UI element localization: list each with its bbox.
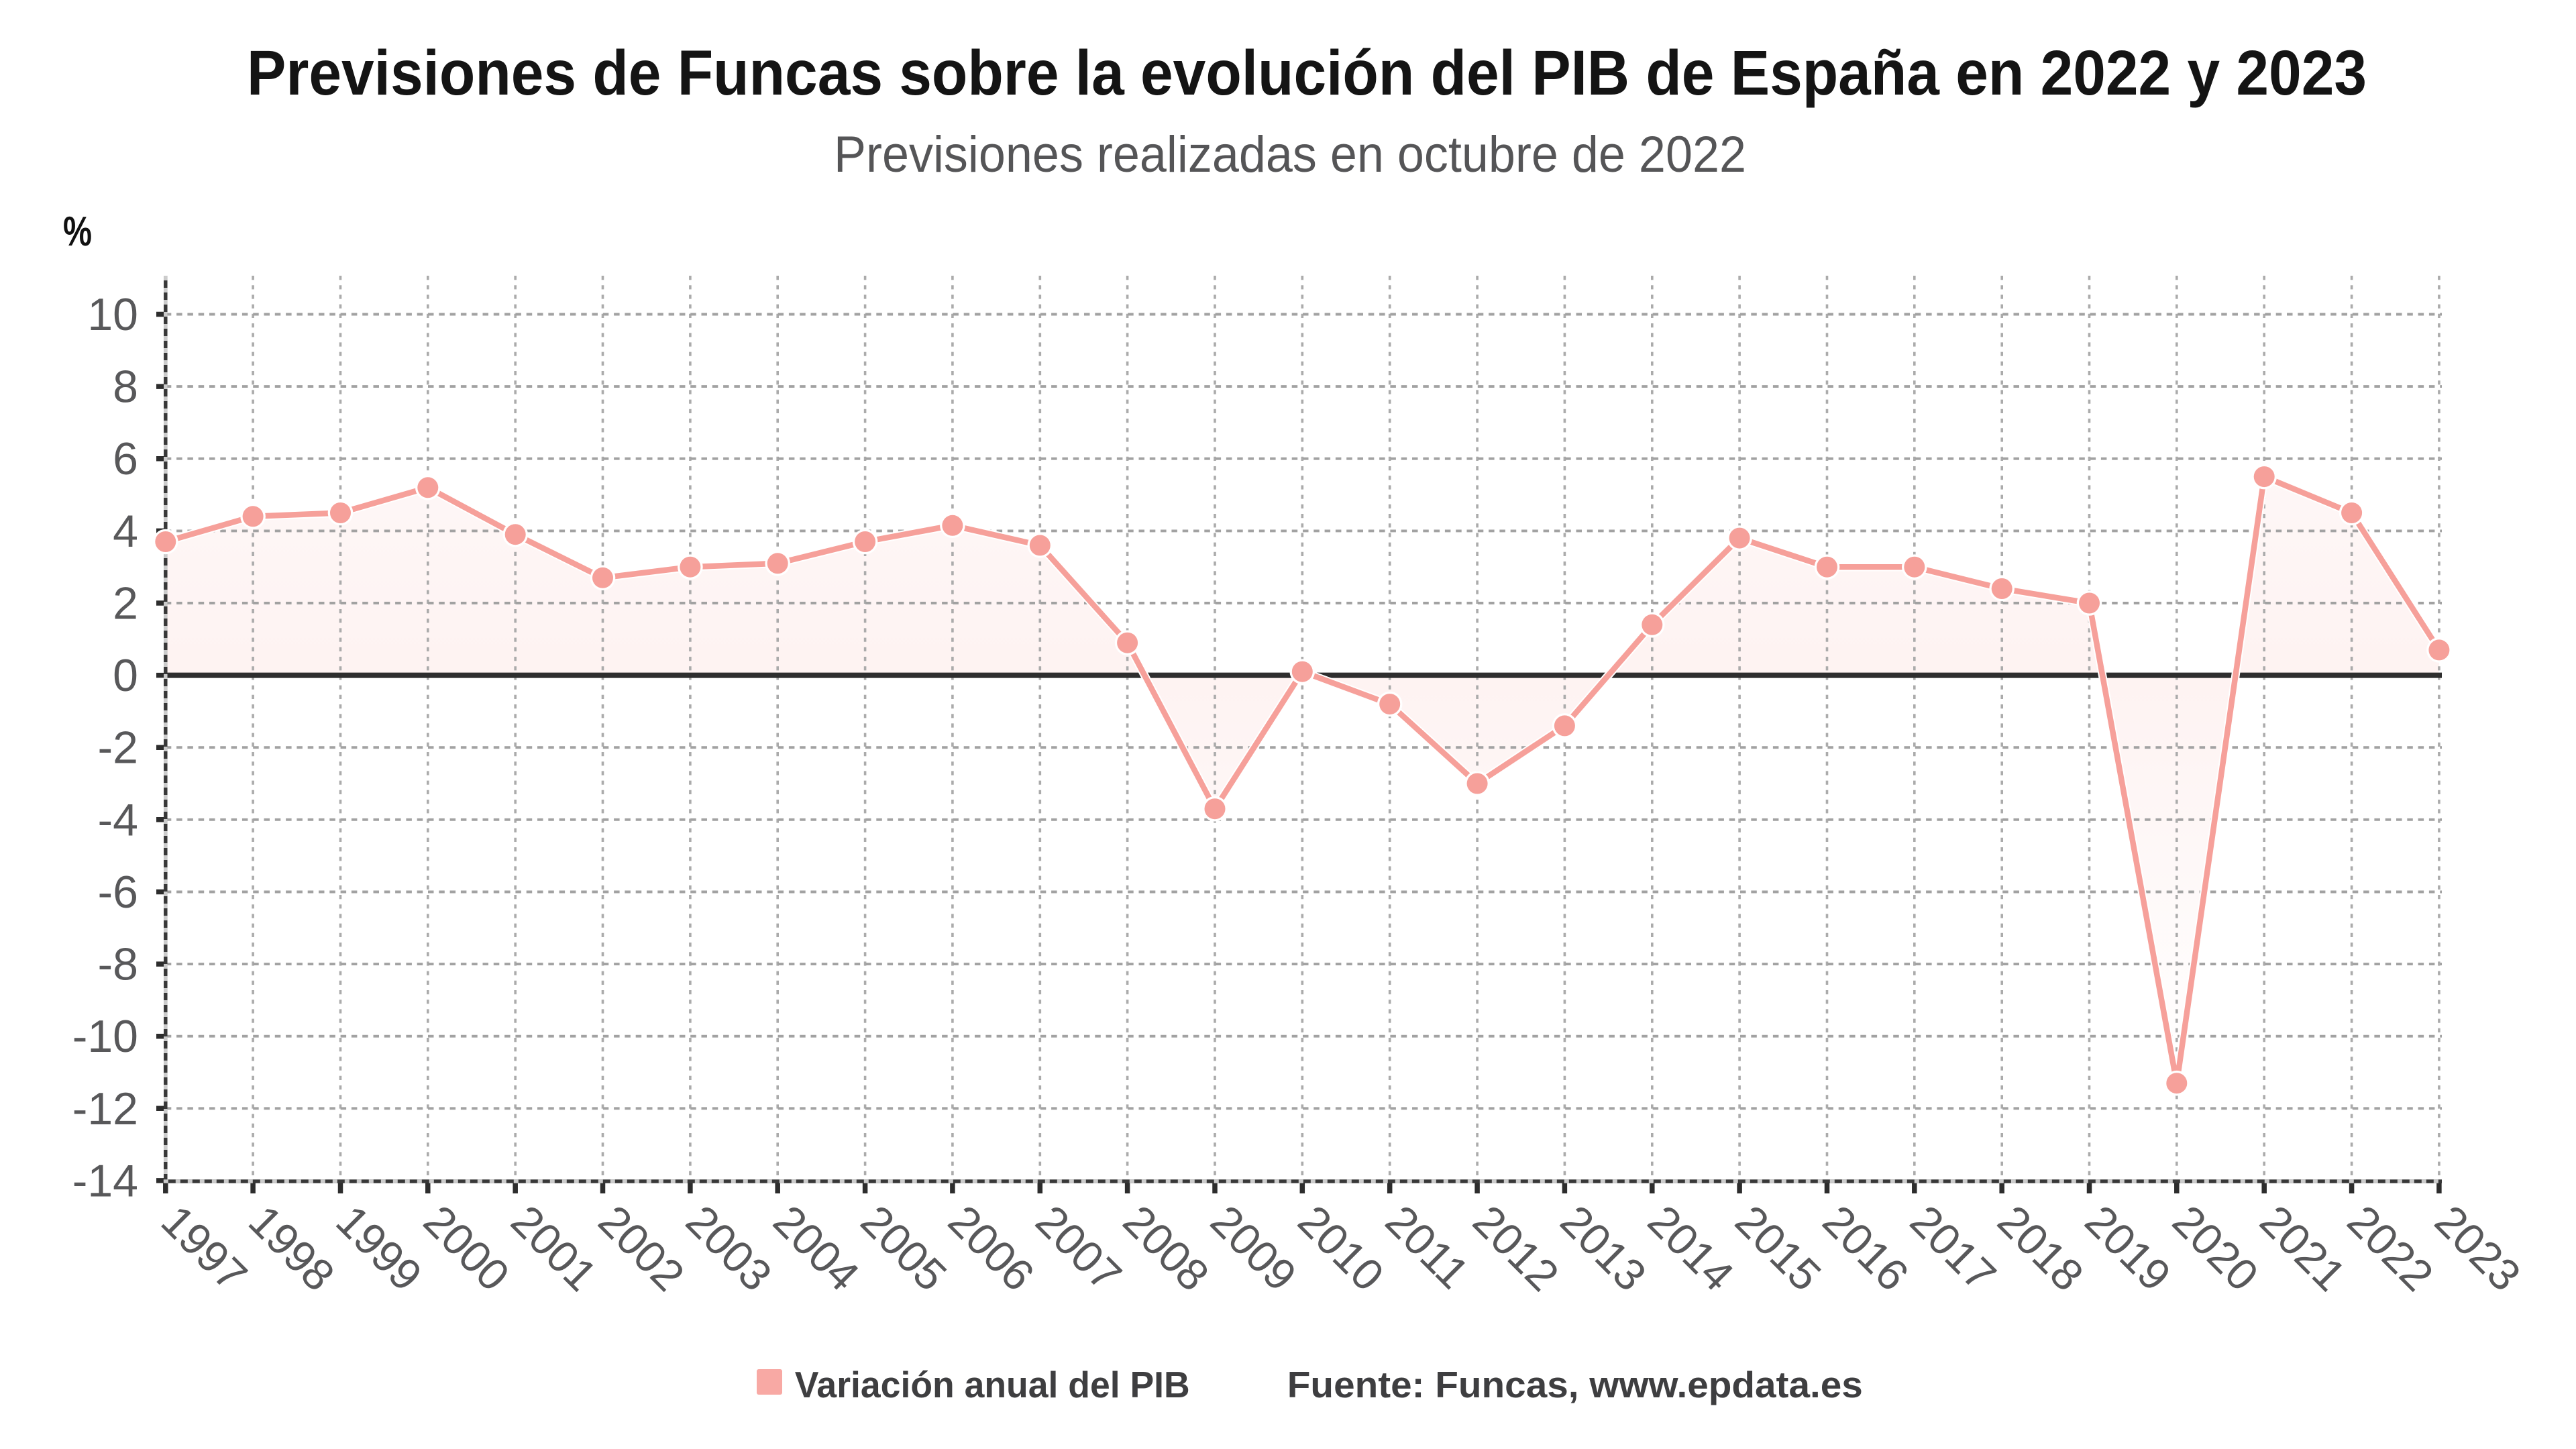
svg-text:%: % <box>63 209 92 255</box>
svg-text:-6: -6 <box>98 867 138 918</box>
svg-text:-10: -10 <box>72 1011 138 1062</box>
svg-text:8: 8 <box>113 362 138 413</box>
svg-text:-8: -8 <box>98 939 138 990</box>
svg-text:-12: -12 <box>72 1083 138 1134</box>
svg-text:0: 0 <box>113 650 138 701</box>
svg-text:-2: -2 <box>98 722 138 773</box>
svg-text:Previsiones de Funcas sobre la: Previsiones de Funcas sobre la evolución… <box>247 38 2367 109</box>
svg-text:-14: -14 <box>72 1155 138 1206</box>
svg-text:Variación anual del PIB: Variación anual del PIB <box>795 1364 1190 1405</box>
svg-text:Fuente: Funcas, www.epdata.es: Fuente: Funcas, www.epdata.es <box>1287 1364 1863 1405</box>
svg-text:-4: -4 <box>98 794 138 845</box>
svg-text:Previsiones realizadas en octu: Previsiones realizadas en octubre de 202… <box>834 126 1746 183</box>
svg-text:4: 4 <box>113 506 138 557</box>
svg-text:6: 6 <box>113 433 138 484</box>
svg-text:10: 10 <box>87 289 138 340</box>
svg-text:2: 2 <box>113 578 138 629</box>
